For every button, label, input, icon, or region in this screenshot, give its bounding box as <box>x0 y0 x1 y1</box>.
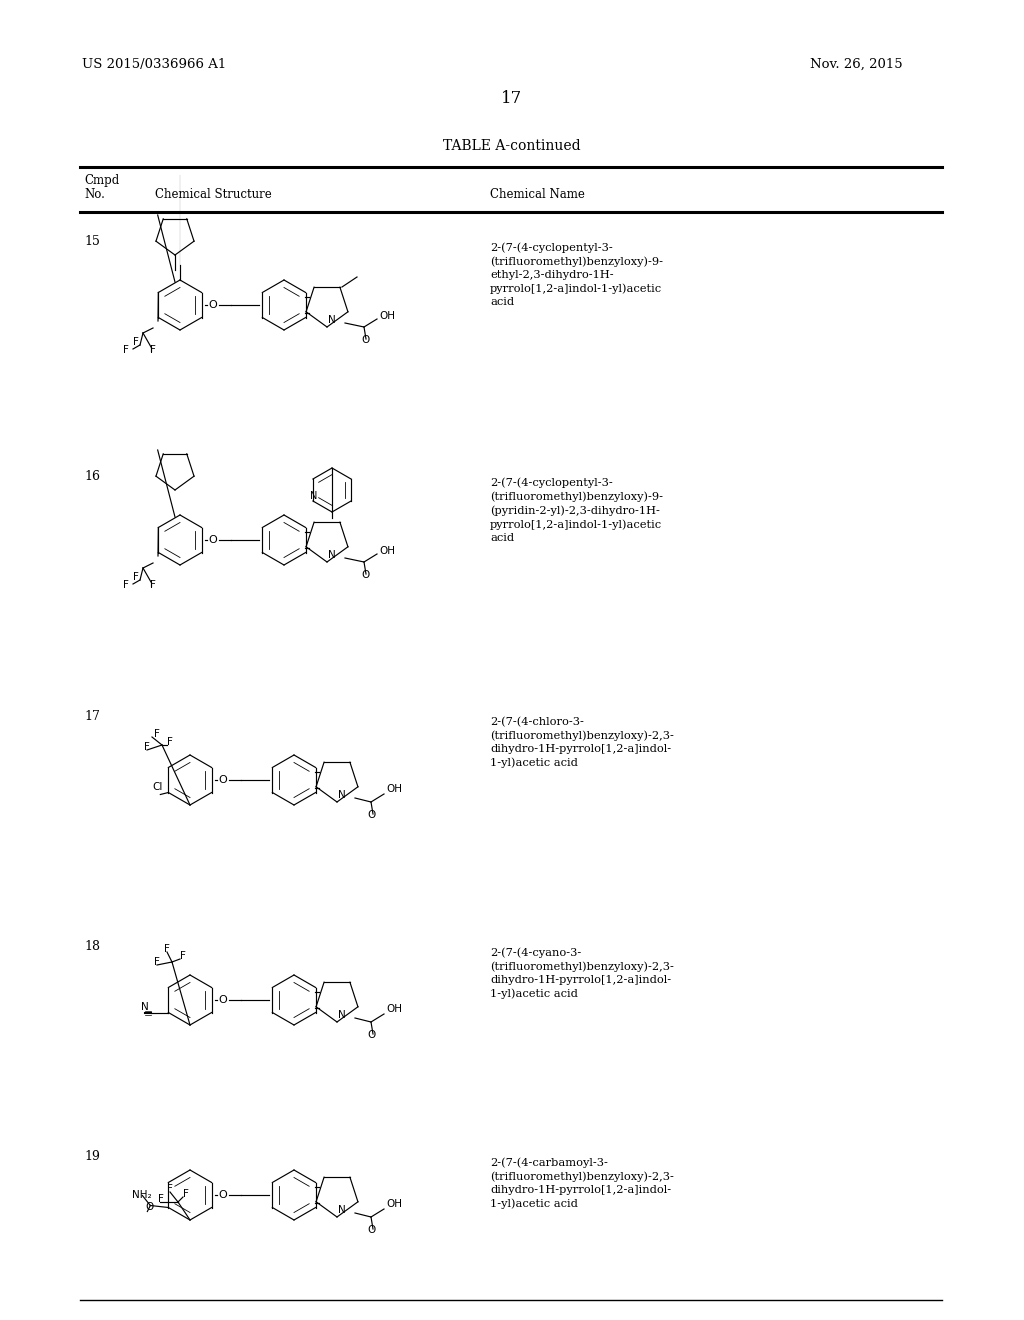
Text: OH: OH <box>379 546 395 556</box>
Text: F: F <box>164 944 170 954</box>
Text: O: O <box>145 1201 154 1212</box>
Text: 17: 17 <box>502 90 522 107</box>
Text: N: N <box>310 491 317 502</box>
Text: O: O <box>360 335 369 345</box>
Text: O: O <box>219 995 227 1005</box>
Text: 15: 15 <box>84 235 100 248</box>
Text: O: O <box>219 1191 227 1200</box>
Text: 2-(7-(4-cyano-3-
(trifluoromethyl)benzyloxy)-2,3-
dihydro-1H-pyrrolo[1,2-a]indol: 2-(7-(4-cyano-3- (trifluoromethyl)benzyl… <box>490 946 674 999</box>
Text: F: F <box>154 957 160 968</box>
Text: F: F <box>154 729 160 739</box>
Text: 2-(7-(4-cyclopentyl-3-
(trifluoromethyl)benzyloxy)-9-
ethyl-2,3-dihydro-1H-
pyrr: 2-(7-(4-cyclopentyl-3- (trifluoromethyl)… <box>490 242 663 308</box>
Text: N: N <box>338 789 346 800</box>
Text: N: N <box>338 1205 346 1214</box>
Text: O: O <box>209 535 217 545</box>
Text: O: O <box>360 570 369 579</box>
Text: OH: OH <box>379 312 395 321</box>
Text: Cmpd: Cmpd <box>84 174 119 187</box>
Text: F: F <box>123 579 129 590</box>
Text: F: F <box>144 742 150 752</box>
Text: 2-(7-(4-carbamoyl-3-
(trifluoromethyl)benzyloxy)-2,3-
dihydro-1H-pyrrolo[1,2-a]i: 2-(7-(4-carbamoyl-3- (trifluoromethyl)be… <box>490 1158 674 1209</box>
Text: NH₂: NH₂ <box>132 1189 152 1200</box>
Text: N: N <box>338 1010 346 1020</box>
Text: No.: No. <box>84 187 104 201</box>
Text: O: O <box>219 775 227 785</box>
Text: 2-(7-(4-cyclopentyl-3-
(trifluoromethyl)benzyloxy)-9-
(pyridin-2-yl)-2,3-dihydro: 2-(7-(4-cyclopentyl-3- (trifluoromethyl)… <box>490 477 663 543</box>
Text: Chemical Structure: Chemical Structure <box>155 187 271 201</box>
Text: US 2015/0336966 A1: US 2015/0336966 A1 <box>82 58 226 71</box>
Text: F: F <box>158 1195 164 1204</box>
Text: F: F <box>151 579 156 590</box>
Text: F: F <box>180 950 186 961</box>
Text: F: F <box>167 737 173 747</box>
Text: F: F <box>183 1189 188 1199</box>
Text: F: F <box>133 337 139 347</box>
Text: N: N <box>328 550 336 560</box>
Text: 16: 16 <box>84 470 100 483</box>
Text: OH: OH <box>386 1005 402 1014</box>
Text: 18: 18 <box>84 940 100 953</box>
Text: N: N <box>141 1002 150 1012</box>
Text: F: F <box>133 572 139 582</box>
Text: F: F <box>167 1184 173 1195</box>
Text: Nov. 26, 2015: Nov. 26, 2015 <box>810 58 902 71</box>
Text: O: O <box>368 810 376 820</box>
Text: TABLE A-continued: TABLE A-continued <box>443 139 581 153</box>
Text: 17: 17 <box>84 710 100 723</box>
Text: N: N <box>328 315 336 325</box>
Text: O: O <box>209 300 217 310</box>
Text: 19: 19 <box>84 1150 100 1163</box>
Text: F: F <box>151 345 156 355</box>
Text: O: O <box>368 1030 376 1040</box>
Text: 2-(7-(4-chloro-3-
(trifluoromethyl)benzyloxy)-2,3-
dihydro-1H-pyrrolo[1,2-a]indo: 2-(7-(4-chloro-3- (trifluoromethyl)benzy… <box>490 717 674 768</box>
Text: Chemical Name: Chemical Name <box>490 187 585 201</box>
Text: O: O <box>368 1225 376 1236</box>
Text: F: F <box>123 345 129 355</box>
Text: OH: OH <box>386 784 402 795</box>
Text: Cl: Cl <box>153 783 163 792</box>
Text: OH: OH <box>386 1199 402 1209</box>
